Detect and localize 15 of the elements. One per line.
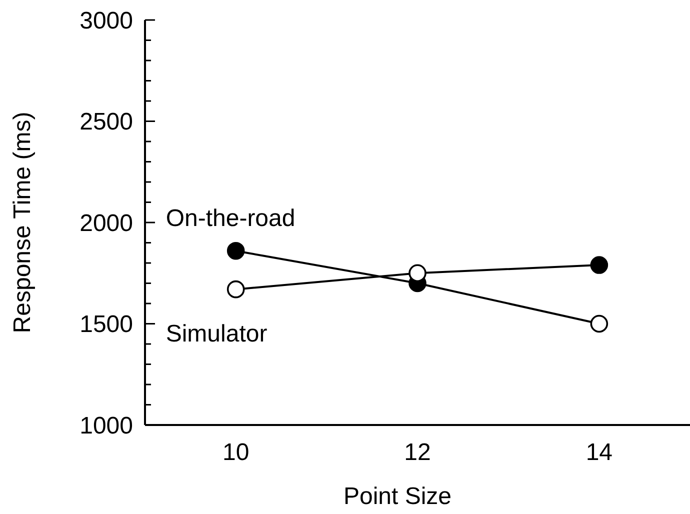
point bbox=[226, 242, 245, 260]
series-label: Simulator bbox=[166, 320, 268, 348]
x-tick-label: 10 bbox=[222, 439, 250, 466]
y-tick-label: 1500 bbox=[80, 311, 133, 338]
y-tick-label: 3000 bbox=[80, 7, 133, 34]
x-tick-label: 14 bbox=[586, 439, 613, 466]
y-axis-title: Response Time (ms) bbox=[9, 112, 36, 334]
point bbox=[226, 280, 245, 298]
series-label: On-the-road bbox=[166, 204, 296, 232]
point bbox=[408, 264, 426, 282]
x-tick-label: 12 bbox=[404, 439, 431, 466]
y-tick-label: 1000 bbox=[80, 412, 133, 440]
x-axis-title: Point Size bbox=[343, 483, 452, 510]
y-tick-label: 2500 bbox=[80, 108, 133, 136]
y-tick-label: 2000 bbox=[80, 210, 133, 237]
